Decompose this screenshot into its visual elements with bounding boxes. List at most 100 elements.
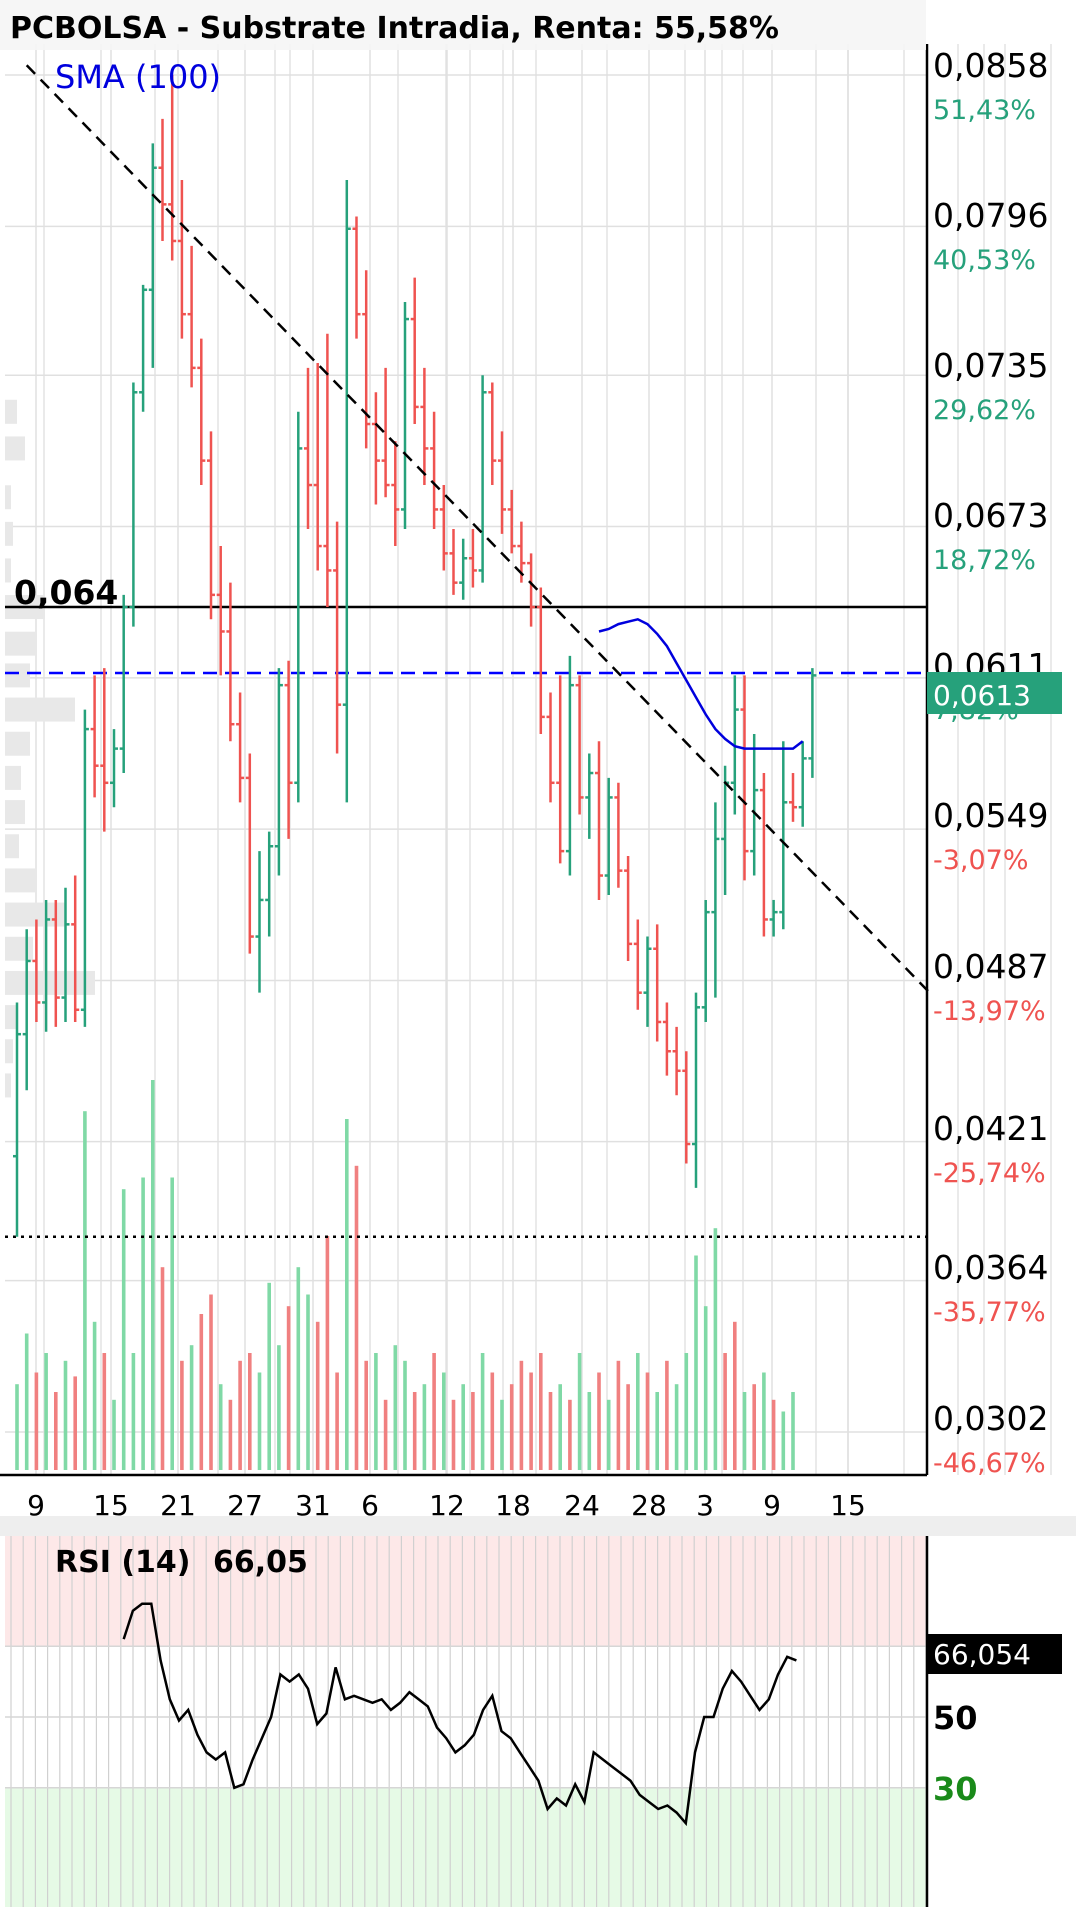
volume-bar: [403, 1360, 407, 1470]
rsi-line: [122, 1602, 797, 1827]
volume-bar: [238, 1360, 242, 1470]
volume-bar: [655, 1392, 659, 1470]
volume-bar: [548, 1392, 553, 1470]
volume-profile-bar: [5, 731, 30, 756]
volume-bar: [44, 1353, 48, 1470]
volume-bar: [422, 1384, 427, 1470]
volume-bar: [131, 1353, 136, 1470]
volume-bar: [209, 1294, 213, 1470]
price-tick-label: 0,0549: [933, 796, 1048, 835]
volume-profile-bar: [5, 834, 19, 859]
sma-legend-label: SMA (100): [55, 58, 221, 96]
price-tick-label: 0,0735: [933, 346, 1048, 385]
volume-bar: [645, 1372, 650, 1470]
volume-bar: [393, 1345, 398, 1470]
volume-bar: [461, 1384, 465, 1470]
date-tick-label: 12: [429, 1489, 465, 1522]
volume-bar: [83, 1111, 87, 1470]
volume-profile-bar: [5, 631, 35, 656]
volume-bar: [616, 1360, 621, 1470]
volume-bar: [102, 1353, 107, 1470]
volume-bar: [762, 1372, 766, 1470]
volume-bar: [54, 1392, 58, 1470]
volume-bar: [752, 1384, 756, 1470]
price-tick-label: 0,0421: [933, 1109, 1048, 1148]
rsi-layer: [122, 1602, 797, 1827]
volume-bar: [257, 1372, 262, 1470]
volume-bar: [374, 1353, 378, 1470]
rsi-value: 66,05: [213, 1545, 308, 1580]
volume-bar: [529, 1372, 533, 1470]
volume-bar: [34, 1372, 39, 1470]
date-tick-label: 27: [227, 1489, 263, 1522]
volume-bar: [180, 1360, 184, 1470]
volume-bar: [684, 1353, 689, 1470]
date-tick-label: 9: [763, 1489, 781, 1522]
volume-profile-bar: [5, 1039, 13, 1064]
volume-bar: [781, 1411, 786, 1470]
percent-tick-label: -46,67%: [933, 1448, 1046, 1479]
volume-profile-bar: [5, 970, 95, 995]
date-tick-label: 31: [295, 1489, 331, 1522]
rsi-background: [5, 1536, 927, 1907]
pane-separator[interactable]: [0, 1516, 1076, 1536]
volume-bar: [92, 1321, 97, 1470]
volume-bar: [480, 1353, 485, 1470]
date-tick-label: 21: [160, 1489, 196, 1522]
volume-bar: [296, 1267, 301, 1470]
percent-tick-label: 51,43%: [933, 95, 1036, 126]
title-bar: [0, 0, 926, 50]
trendline-layer: [25, 64, 934, 997]
volume-bar: [15, 1384, 19, 1470]
price-tick-label: 0,0302: [933, 1399, 1048, 1438]
date-tick-label: 15: [93, 1489, 129, 1522]
date-tick-label: 28: [631, 1489, 667, 1522]
volume-profile-bar: [5, 1005, 17, 1030]
volume-profile-bar: [5, 868, 37, 893]
volume-bar: [490, 1372, 495, 1470]
volume-bars: [15, 1080, 795, 1470]
volume-bar: [694, 1255, 698, 1470]
volume-bar: [121, 1189, 126, 1470]
volume-bar: [597, 1372, 601, 1470]
volume-bar: [267, 1282, 271, 1470]
volume-bar: [442, 1372, 446, 1470]
date-tick-label: 3: [696, 1489, 714, 1522]
volume-bar: [228, 1399, 233, 1470]
date-axis: 9 15 21 27 31 6 12 18 24 28 3 9 15: [27, 1489, 866, 1522]
volume-bar: [218, 1384, 223, 1470]
volume-bar: [606, 1399, 611, 1470]
percent-tick-label: -25,74%: [933, 1158, 1046, 1189]
volume-bar: [151, 1080, 155, 1470]
volume-profile-bar: [5, 697, 75, 722]
price-tick-label: 0,0858: [933, 46, 1048, 85]
volume-bar: [577, 1353, 582, 1470]
rsi-level-label: 30: [933, 1770, 978, 1808]
percent-tick-label: -13,97%: [933, 996, 1046, 1027]
volume-bar: [199, 1314, 204, 1470]
volume-profile-bar: [5, 1073, 11, 1098]
volume-bar: [248, 1353, 252, 1470]
volume-bar: [509, 1384, 514, 1470]
price-tick-label: 0,0673: [933, 496, 1048, 535]
reference-line-label: 0,064: [14, 573, 118, 612]
volume-bar: [636, 1353, 640, 1470]
rsi-value-badge-text: 66,054: [933, 1638, 1031, 1671]
date-tick-label: 6: [361, 1489, 379, 1522]
rsi-overbought-zone: [5, 1536, 927, 1647]
volume-bar: [412, 1392, 417, 1470]
volume-bar: [383, 1399, 388, 1470]
volume-bar: [63, 1360, 68, 1470]
rsi-value-badge: [927, 1634, 1062, 1674]
volume-profile-bar: [5, 765, 21, 790]
volume-profile-bar: [5, 399, 17, 424]
volume-bar: [587, 1392, 592, 1470]
trendline: [25, 64, 934, 997]
volume-profile-bar: [5, 558, 11, 583]
date-tick-label: 15: [830, 1489, 866, 1522]
volume-bar: [160, 1267, 165, 1470]
percent-tick-label: -35,77%: [933, 1297, 1046, 1328]
date-tick-label: 9: [27, 1489, 45, 1522]
